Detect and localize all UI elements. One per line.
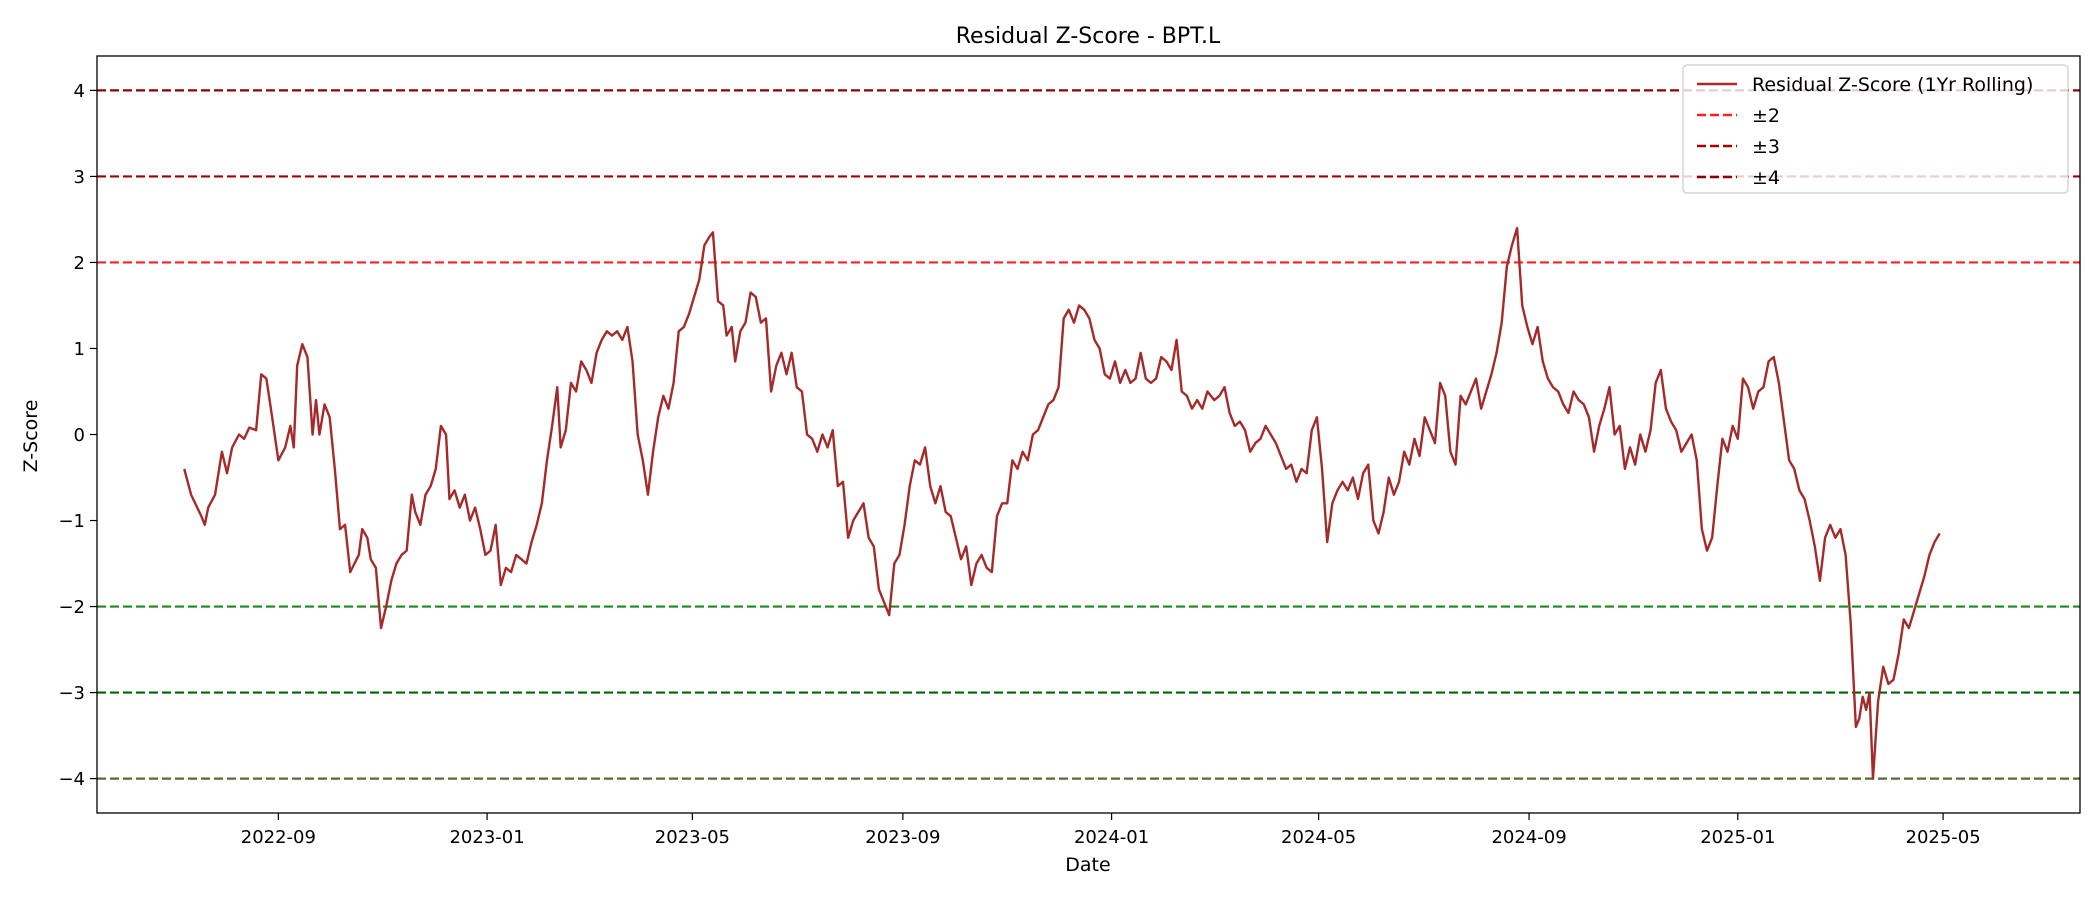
- x-tick-label: 2024-01: [1074, 827, 1149, 848]
- y-axis-ticks: −4 −3 −2 −1 0 1 2 3 4: [58, 81, 97, 790]
- x-tick-label: 2023-05: [655, 827, 730, 848]
- y-tick-label: 2: [74, 253, 85, 274]
- legend-box: [1682, 64, 2069, 194]
- x-axis-label: Date: [1065, 854, 1110, 876]
- x-tick-label: 2023-09: [865, 827, 940, 848]
- y-tick-label: −3: [58, 683, 85, 704]
- legend-label: ±3: [1752, 136, 1780, 158]
- chart-title: Residual Z-Score - BPT.L: [956, 24, 1221, 49]
- series-line: [183, 226, 1941, 780]
- x-tick-label: 2022-09: [241, 827, 316, 848]
- y-tick-label: 0: [74, 425, 85, 446]
- y-tick-label: −1: [58, 511, 85, 532]
- legend-label: Residual Z-Score (1Yr Rolling): [1752, 74, 2033, 96]
- x-tick-label: 2023-01: [449, 827, 524, 848]
- x-tick-label: 2025-05: [1906, 827, 1981, 848]
- y-tick-label: 3: [74, 167, 85, 188]
- x-axis-ticks: 2022-09 2023-01 2023-05 2023-09 2024-01 2024-…: [241, 813, 1981, 848]
- x-tick-label: 2025-01: [1700, 827, 1775, 848]
- reference-lines: [97, 89, 2080, 780]
- legend: Residual Z-Score (1Yr Rolling) ±2 ±3 ±4: [1682, 64, 2069, 194]
- legend-label: ±4: [1752, 167, 1780, 189]
- y-tick-label: 1: [74, 339, 85, 360]
- y-tick-label: −2: [58, 597, 85, 618]
- series-layer: [183, 226, 1941, 780]
- y-tick-label: 4: [74, 81, 85, 102]
- y-axis-label: Z-Score: [20, 400, 42, 473]
- y-tick-label: −4: [58, 769, 85, 790]
- x-tick-label: 2024-09: [1491, 827, 1566, 848]
- x-tick-label: 2024-05: [1281, 827, 1356, 848]
- legend-label: ±2: [1752, 105, 1780, 127]
